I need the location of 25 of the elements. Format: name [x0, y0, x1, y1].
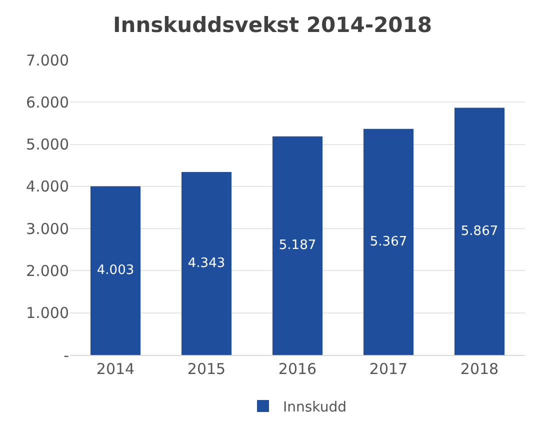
bar	[363, 128, 414, 355]
bar	[90, 186, 141, 355]
y-tick-label: 2.000	[26, 262, 69, 280]
x-tick-label: 2015	[187, 360, 226, 378]
x-tick-label: 2016	[278, 360, 317, 378]
y-tick-label: 1.000	[26, 304, 69, 322]
chart-title: Innskuddsvekst 2014-2018	[112, 13, 432, 38]
data-label: 4.003	[96, 263, 134, 278]
y-tick-label: 5.000	[26, 136, 69, 154]
bar	[272, 136, 323, 355]
y-tick-label: 6.000	[26, 93, 69, 112]
data-label: 5.867	[460, 224, 498, 239]
x-tick-label: 2018	[460, 360, 499, 378]
data-label: 5.187	[278, 238, 316, 254]
data-label: 5.367	[370, 234, 408, 250]
x-tick-label: 2014	[96, 360, 135, 378]
bar	[454, 108, 505, 355]
x-tick-label: 2017	[369, 360, 408, 378]
bar	[181, 172, 232, 355]
y-tick-label: -	[64, 346, 69, 364]
y-tick-label: 7.000	[26, 51, 69, 70]
legend-label: Innskudd	[283, 399, 346, 416]
data-label: 4.343	[188, 256, 226, 271]
y-tick-label: 3.000	[26, 220, 69, 238]
y-tick-label: 4.000	[26, 178, 69, 196]
